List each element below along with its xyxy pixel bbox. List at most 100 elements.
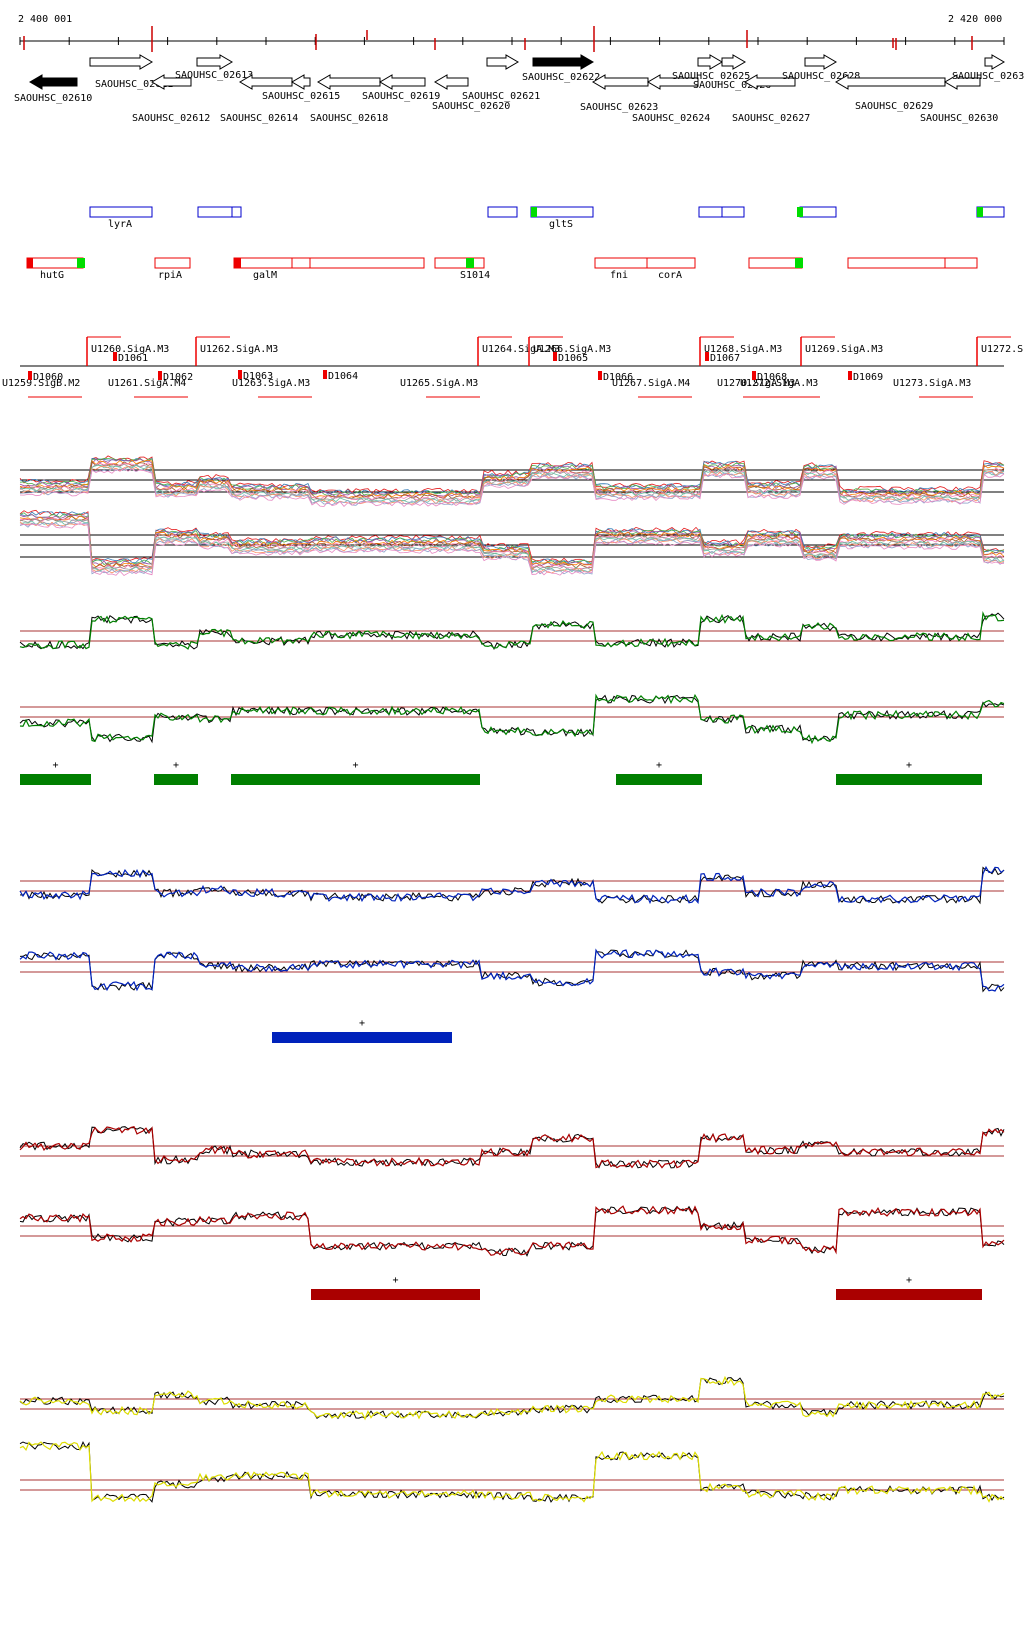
blue-segment-bar	[272, 1032, 452, 1043]
red-feature-box	[944, 257, 978, 269]
blue-strand-mark: +	[359, 1018, 365, 1029]
unit-label-top: U1260.SigA.M3	[91, 344, 169, 355]
red-feature-box	[594, 257, 648, 269]
green-segment-bar	[616, 774, 702, 785]
green-reference-profile	[19, 694, 1005, 744]
blue-feature-box	[530, 206, 594, 218]
gene-arrow	[804, 54, 837, 70]
red-feature-box	[154, 257, 191, 269]
gene-label: SAOUHSC_02624	[632, 113, 710, 124]
d-marker	[323, 370, 327, 379]
coordinate-ruler: 2 400 001 2 420 000	[18, 14, 1005, 52]
gene-label: SAOUHSC_02612	[132, 113, 210, 124]
ruler-ticks	[19, 26, 1005, 52]
unit-label-top: U1262.SigA.M3	[200, 344, 278, 355]
green-strand-mark: +	[656, 760, 662, 771]
red-feature-box	[26, 257, 84, 269]
red-reference-profile	[19, 1205, 1005, 1257]
red-profile	[19, 1126, 1005, 1169]
multi-series-profile	[19, 516, 1005, 569]
gene-arrow	[486, 54, 519, 70]
multi-series-profile	[19, 468, 1005, 508]
gene-label: SAOUHSC_02627	[732, 113, 810, 124]
d-label: D1068	[757, 372, 787, 383]
green-strand-mark: +	[353, 760, 359, 771]
gene-label: SAOUHSC_02626	[693, 80, 771, 91]
gene-arrow	[379, 74, 426, 90]
blue-profile	[19, 865, 1005, 905]
d-marker	[238, 370, 242, 379]
transcription-units: U1260.SigA.M3 U1262.SigA.M3 U1264.SigA.M3U…	[2, 336, 1023, 398]
red-strand-mark: +	[393, 1275, 399, 1286]
unit-label-top: U1266.SigA.M3	[533, 344, 611, 355]
red-feature-box	[434, 257, 485, 269]
green-segment-bar	[836, 774, 982, 785]
gene-arrow	[196, 54, 233, 70]
d-marker	[553, 352, 557, 361]
green-reference-profile	[19, 612, 1005, 650]
gene-label: SAOUHSC_02628	[782, 71, 860, 82]
green-segment-bar	[154, 774, 198, 785]
gene-label: SAOUHSC_02621	[462, 91, 540, 102]
d-label: D1060	[33, 372, 63, 383]
green-strand-mark: +	[53, 760, 59, 771]
gene-label: SAOUHSC_02623	[580, 102, 658, 113]
unit-label-top: U1268.SigA.M3	[704, 344, 782, 355]
d-marker	[848, 371, 852, 380]
multi-series-profile	[19, 519, 1005, 573]
red-strand-mark: +	[906, 1275, 912, 1286]
red-feature-track: hutG rpiA galM S1014 fni corA	[26, 257, 978, 281]
unit-label-bottom: U1270.SigA.M3	[717, 378, 795, 389]
gene-arrow	[647, 74, 699, 90]
blue-feature-track: lyrA gltS	[89, 206, 1005, 230]
gene-label: SAOUHSC_02619	[362, 91, 440, 102]
gene-arrow	[592, 74, 649, 90]
red-reference-profile	[19, 1126, 1005, 1169]
unit-label-bottom: U1259.SigB.M2	[2, 378, 80, 389]
d-marker	[158, 371, 162, 380]
gene-arrow	[291, 74, 311, 90]
blue-feature-box	[89, 206, 153, 218]
green-feature-mark	[977, 207, 983, 217]
yellow-profile	[19, 1441, 1005, 1503]
gene-label: SAOUHSC_02610	[14, 93, 92, 104]
gene-arrow	[721, 54, 746, 70]
unit-label-top: U1269.SigA.M3	[805, 344, 883, 355]
multi-series-profile	[19, 465, 1005, 505]
red-feature-mark	[27, 258, 33, 268]
gene-arrow	[984, 54, 1005, 70]
unit-label-bottom: U1261.SigA.M4	[108, 378, 186, 389]
gene-arrow	[151, 74, 192, 90]
d-label: D1064	[328, 371, 358, 382]
gene-arrow	[89, 54, 153, 70]
green-feature-mark	[466, 258, 474, 268]
gene-arrow	[835, 74, 946, 90]
blue-feature-box	[197, 206, 233, 218]
d-label: D1063	[243, 371, 273, 382]
green-segment-bar	[231, 774, 480, 785]
blue-feature-label: gltS	[549, 219, 573, 230]
red-feature-mark	[234, 258, 241, 268]
gene-label: SAOUHSC_02618	[310, 113, 388, 124]
red-feature-label: corA	[658, 270, 682, 281]
d-marker	[113, 352, 117, 361]
gene-arrow	[944, 74, 981, 90]
green-profile	[19, 611, 1005, 650]
green-feature-mark	[795, 258, 803, 268]
gene-label: SAOUHSC_02620	[432, 101, 510, 112]
gene-label: SAOUHSC_02630	[920, 113, 998, 124]
gene-label: SAOUHSC_02613	[175, 70, 253, 81]
red-feature-box	[233, 257, 293, 269]
red-segment-bar	[311, 1289, 480, 1300]
green-segment-bar	[20, 774, 91, 785]
gene-label: SAOUHSC_02614	[220, 113, 298, 124]
red-profile	[19, 1205, 1005, 1256]
transcription-unit-track: U1260.SigA.M3 U1262.SigA.M3 U1264.SigA.M3U…	[2, 336, 1023, 398]
ruler-end-label: 2 420 000	[948, 14, 1002, 25]
red-feature-box	[309, 257, 425, 269]
d-label: D1061	[118, 353, 148, 364]
gene-label: SAOUHSC_02615	[262, 91, 340, 102]
blue-feature-box	[698, 206, 723, 218]
